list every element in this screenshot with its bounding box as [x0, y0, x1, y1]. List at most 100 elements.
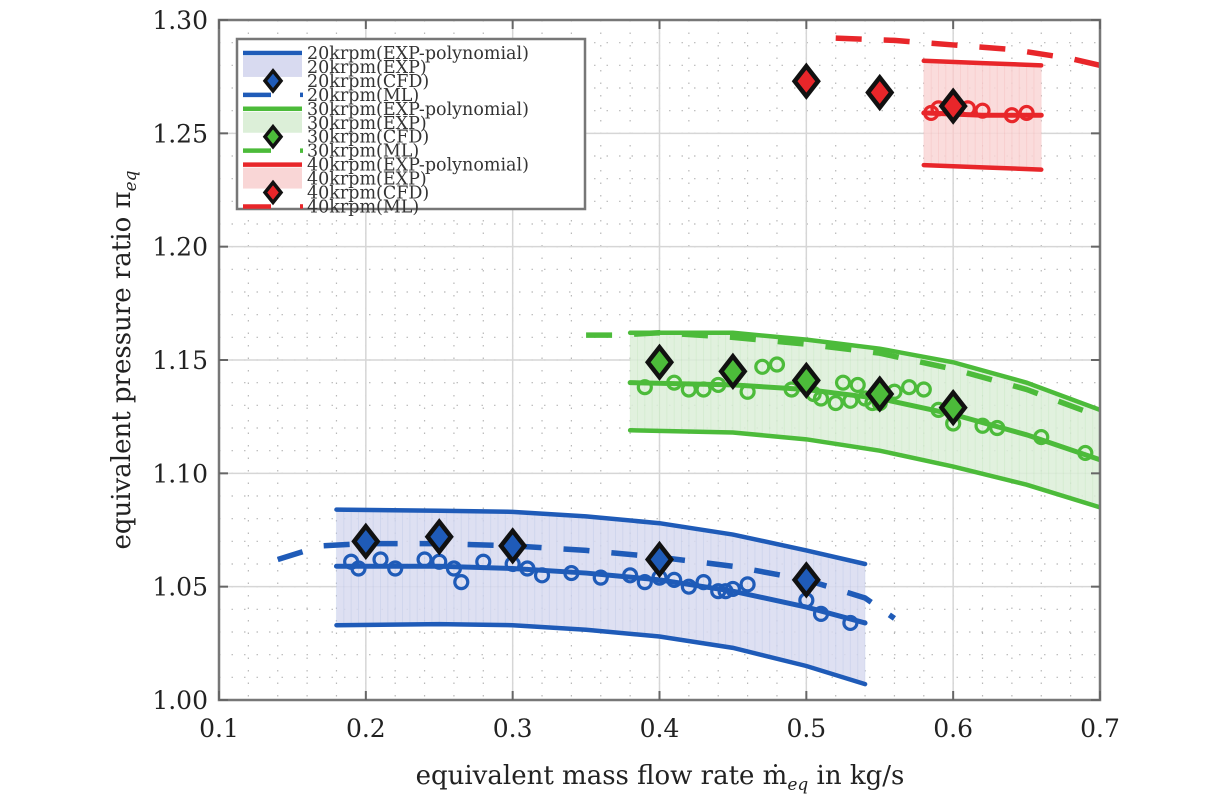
20krpm-exp-point	[812, 605, 830, 622]
30krpm-cfd-point	[865, 375, 895, 413]
20krpm-exp-point	[710, 583, 727, 600]
30krpm-exp-point	[1077, 444, 1094, 462]
30krpm-exp-point	[739, 383, 756, 400]
30krpm-band-upper	[627, 330, 1100, 413]
20krpm-exp-point	[416, 551, 433, 568]
x-tick-label: 0.4	[640, 714, 680, 743]
20krpm-exp-point	[475, 553, 492, 570]
20krpm-band-upper	[334, 507, 868, 567]
40krpm-cfd-point	[938, 87, 968, 125]
30krpm-exp-point	[783, 381, 800, 398]
30krpm-cfd-point	[718, 352, 748, 390]
legend-label: 30krpm(EXP-polynomial)	[307, 100, 529, 120]
legend-label: 30krpm(ML)	[307, 142, 419, 162]
40krpm-cfd-point	[865, 73, 895, 112]
20krpm-cfd-point	[644, 540, 675, 579]
20krpm-exp-point	[636, 574, 653, 591]
legend-band-swatch	[243, 55, 302, 77]
30krpm-exp-point	[842, 392, 859, 409]
legend-entry: 30krpm(EXP-polynomial)	[243, 100, 529, 120]
legend-label: 40krpm(ML)	[307, 197, 419, 217]
legend-entry: 40krpm(ML)	[243, 197, 419, 217]
30krpm-cfd-point	[938, 388, 968, 427]
30krpm-exp-point	[812, 390, 830, 407]
legend-label: 40krpm(EXP-polynomial)	[307, 156, 529, 176]
40krpm-exp-point	[974, 102, 991, 119]
legend-entry: 30krpm(EXP)	[243, 111, 427, 134]
20krpm-exp-point	[350, 560, 367, 577]
30krpm-exp-point	[666, 374, 683, 391]
legend-entry: 30krpm(CFD)	[262, 123, 429, 150]
legend-entry: 40krpm(EXP-polynomial)	[243, 156, 529, 176]
30krpm-exp-point	[754, 358, 771, 375]
30krpm-exp-point	[974, 417, 991, 434]
20krpm-cfd-point	[351, 522, 381, 560]
30krpm-exp-point	[710, 376, 727, 394]
30krpm-exp-point	[1033, 428, 1050, 446]
y-axis-label-sub: eq	[121, 170, 141, 191]
20krpm-band-lower	[334, 621, 868, 687]
20krpm-exp-point	[445, 560, 463, 577]
legend-entry: 20krpm(EXP)	[243, 55, 427, 78]
legend-band-swatch	[243, 111, 302, 133]
x-tick-label: 0.2	[346, 714, 386, 743]
series-40krpm	[791, 35, 1100, 172]
y-axis-label-text: equivalent pressure ratio π	[107, 191, 137, 549]
20krpm-cfd-point	[424, 518, 454, 556]
20krpm-exp-point	[739, 576, 756, 593]
y-tick-label: 1.00	[152, 686, 208, 715]
20krpm-exp-point	[387, 560, 404, 577]
40krpm-exp-point	[1003, 107, 1021, 124]
30krpm-band-lower	[627, 428, 1100, 510]
40krpm-band-upper	[921, 58, 1044, 68]
20krpm-exp-point	[680, 578, 697, 595]
20krpm-exp-band	[336, 509, 866, 685]
legend-label: 40krpm(CFD)	[307, 184, 429, 204]
20krpm-exp-point	[666, 571, 683, 588]
20krpm-exp-point	[724, 580, 742, 598]
y-axis-label: equivalent pressure ratio πeq	[107, 170, 141, 549]
30krpm-exp-point	[849, 376, 866, 394]
20krpm-exp-point	[533, 567, 551, 584]
y-tick-label: 1.20	[152, 233, 208, 262]
legend-entry: 20krpm(EXP-polynomial)	[243, 44, 529, 64]
legend-label: 20krpm(CFD)	[307, 72, 429, 92]
x-tick-label: 0.6	[933, 714, 973, 743]
legend-label: 30krpm(CFD)	[307, 128, 429, 148]
x-tick-label: 0.7	[1080, 714, 1120, 743]
20krpm-exp-point	[453, 574, 470, 591]
tick-labels: 0.1 0.2 0.3 0.4 0.5 0.6 0.7 1.00 1.05 1.10 1.15 1.2…	[152, 6, 1120, 743]
30krpm-cfd-point	[644, 343, 675, 381]
y-tick-label: 1.30	[152, 6, 208, 35]
20krpm-cfd-point	[791, 561, 821, 599]
legend-label: 20krpm(EXP)	[307, 58, 427, 78]
legend-label: 20krpm(EXP-polynomial)	[307, 44, 529, 64]
20krpm-exp-point	[592, 569, 609, 586]
x-tick-label: 0.1	[199, 714, 239, 743]
30krpm-exp-point	[827, 394, 844, 412]
legend-diamond-swatch	[262, 68, 284, 94]
x-axis-label: equivalent mass flow rate ṁeq in kg/s	[416, 761, 905, 795]
legend-entry: 20krpm(CFD)	[262, 68, 429, 94]
x-axis-label-text: equivalent mass flow rate ṁ	[416, 761, 788, 791]
30krpm-exp-point	[768, 356, 786, 373]
20krpm-cfd-point	[498, 527, 528, 565]
40krpm-cfd-point	[791, 62, 821, 100]
legend-band-swatch	[243, 167, 302, 189]
data-layer	[276, 35, 1100, 687]
legend-entry: 40krpm(CFD)	[262, 179, 429, 206]
20krpm-exp-point	[563, 564, 580, 582]
40krpm-ml-line	[835, 35, 1100, 69]
20krpm-exp-point	[842, 614, 859, 632]
20krpm-ml-line	[276, 540, 897, 621]
30krpm-exp-point	[695, 381, 712, 398]
30krpm-exp-point	[834, 374, 852, 391]
30krpm-cfd-point	[791, 361, 821, 400]
30krpm-exp-point	[680, 381, 697, 398]
legend-label: 40krpm(EXP)	[307, 170, 427, 190]
series-20krpm	[276, 507, 897, 687]
legend-label: 20krpm(ML)	[307, 86, 419, 106]
30krpm-exp-point	[636, 379, 653, 396]
20krpm-exp-point	[519, 560, 536, 577]
